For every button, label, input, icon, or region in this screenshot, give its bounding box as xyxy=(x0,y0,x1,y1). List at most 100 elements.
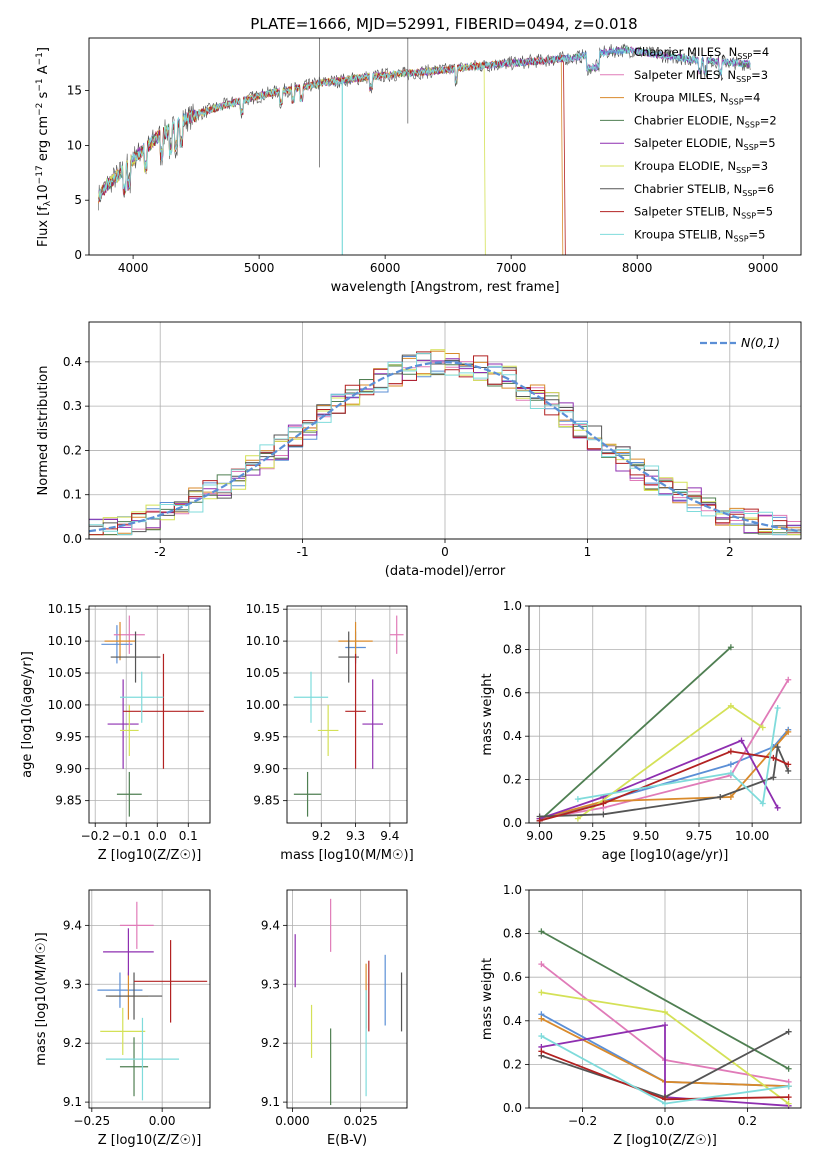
legend-count: =5 xyxy=(759,136,776,150)
y-tick-label: 5 xyxy=(74,193,82,207)
axes-frame xyxy=(88,321,802,540)
x-tick-label: 9.4 xyxy=(380,829,399,843)
legend-count: =4 xyxy=(752,45,769,59)
legend-name: Kroupa ELODIE, N xyxy=(634,159,736,173)
legend-name: Salpeter STELIB, N xyxy=(634,205,741,219)
weight-marker xyxy=(727,748,734,755)
x-tick-label: 7000 xyxy=(496,261,527,275)
weight-marker xyxy=(785,728,792,735)
y-tick-label: 9.4 xyxy=(63,918,82,932)
x-tick-label: 0.000 xyxy=(275,1114,309,1128)
y-tick-label: 0.3 xyxy=(63,399,82,413)
axes-frame xyxy=(528,605,802,824)
x-tick-label: 8000 xyxy=(622,261,653,275)
x-tick-label: -1 xyxy=(297,545,309,559)
weight-marker xyxy=(727,644,734,651)
y-tick-label: 0.2 xyxy=(503,1057,522,1071)
legend-count: =3 xyxy=(751,68,768,82)
x-tick-label: 0.0 xyxy=(148,829,167,843)
weight-marker xyxy=(662,1009,668,1016)
x-tick-label: 4000 xyxy=(118,261,149,275)
weight-marker xyxy=(727,793,734,800)
weight-series-line xyxy=(539,679,789,820)
legend-entry: N(0,1) xyxy=(741,335,780,350)
weight-marker xyxy=(662,1022,668,1029)
y-axis-label: age [log10(age/yr)] xyxy=(20,651,35,778)
x-tick-label: 0.025 xyxy=(343,1114,377,1128)
axes-frame xyxy=(88,605,211,824)
y-tick-label: 10.10 xyxy=(48,634,82,648)
y-axis-label-part: ] xyxy=(36,47,51,52)
mass-vs-metallicity-panel: −0.25 0.00 9.1 9.2 9.3 9.4 Z [log10(Z/Z☉)] mass… xyxy=(34,889,211,1148)
y-tick-label: 9.95 xyxy=(55,730,82,744)
weight-marker xyxy=(774,804,781,811)
weight-marker xyxy=(662,1100,668,1107)
legend-entry: Salpeter ELODIE, NSSP=5 xyxy=(634,136,776,152)
x-tick-label: −0.25 xyxy=(73,1114,110,1128)
y-axis-label: Flux [fλ10−17 erg cm−2 s−1 A−1] xyxy=(35,47,53,247)
weight-marker xyxy=(770,754,777,761)
spectrum-line xyxy=(98,55,566,255)
weight-marker xyxy=(785,1065,792,1072)
legend-count: =2 xyxy=(760,113,777,127)
spectrum-line xyxy=(98,45,751,201)
y-tick-label: 0.2 xyxy=(63,443,82,457)
y-tick-label: 9.2 xyxy=(63,1036,82,1050)
y-tick-label: 1.0 xyxy=(503,883,522,897)
weight-marker xyxy=(574,815,581,822)
y-tick-label: 0.1 xyxy=(63,488,82,502)
y-tick-label: 9.90 xyxy=(253,762,280,776)
weight-marker xyxy=(774,744,781,751)
weight-series-line xyxy=(539,731,789,820)
y-axis-label-part: −1 xyxy=(35,78,45,91)
legend-sub: SSP xyxy=(736,166,751,175)
y-tick-label: 0.4 xyxy=(503,729,522,743)
x-tick-label: 0.00 xyxy=(149,1114,176,1128)
weight-marker xyxy=(785,767,792,774)
weight-marker xyxy=(727,770,734,777)
x-tick-label: −0.2 xyxy=(81,829,110,843)
legend-count: =5 xyxy=(749,227,766,241)
y-tick-label: 0.4 xyxy=(63,355,82,369)
weight-marker xyxy=(538,961,545,968)
weight-vs-age-panel: 9.00 9.25 9.50 9.75 10.00 0.0 0.2 0.4 0.6 0.8 1.0 a… xyxy=(480,599,802,863)
x-axis-label: Z [log10(Z/Z☉)] xyxy=(98,848,202,863)
y-tick-label: 0.4 xyxy=(503,1014,522,1028)
age-vs-metallicity-panel: −0.2 −0.1 0.0 0.1 9.85 9.90 9.95 10.00 10.05 10.1… xyxy=(20,602,211,863)
x-axis-label: mass [log10(M/M☉)] xyxy=(280,848,413,863)
y-axis-label-part: Flux [f xyxy=(36,206,51,247)
legend-name: Salpeter MILES, N xyxy=(634,68,736,82)
weight-marker xyxy=(600,811,607,818)
y-axis-label-part: s xyxy=(36,91,51,102)
legend-count: =3 xyxy=(751,159,768,173)
histogram-line xyxy=(89,352,801,539)
x-tick-label: 9000 xyxy=(748,261,779,275)
legend-name: Chabrier MILES, N xyxy=(634,45,737,59)
legend-name: Salpeter ELODIE, N xyxy=(634,136,744,150)
y-tick-label: 0.2 xyxy=(503,773,522,787)
x-tick-label: 6000 xyxy=(370,261,401,275)
mass-vs-reddening-panel: 0.000 0.025 9.1 9.2 9.3 9.4 E(B-V) xyxy=(261,889,408,1148)
weight-marker xyxy=(785,1100,792,1107)
y-axis-label-part: −17 xyxy=(35,165,45,184)
weight-marker xyxy=(759,800,766,807)
weight-marker xyxy=(727,761,734,768)
y-tick-label: 0.6 xyxy=(503,686,522,700)
y-axis-label: mass weight xyxy=(480,673,495,755)
y-tick-label: 0.6 xyxy=(503,970,522,984)
y-tick-label: 9.3 xyxy=(261,977,280,991)
y-tick-label: 9.4 xyxy=(261,918,280,932)
x-tick-label: 9.3 xyxy=(346,829,365,843)
weight-marker xyxy=(727,702,734,709)
y-tick-label: 0.8 xyxy=(503,927,522,941)
x-axis-label: Z [log10(Z/Z☉)] xyxy=(613,1133,717,1148)
weight-marker xyxy=(785,761,792,768)
weight-series-line xyxy=(541,1024,789,1107)
x-tick-label: 0.2 xyxy=(738,1114,757,1128)
y-tick-label: 9.1 xyxy=(261,1095,280,1109)
y-tick-label: 0.0 xyxy=(63,532,82,546)
legend-name: Chabrier STELIB, N xyxy=(634,182,742,196)
y-axis-label-part: 10 xyxy=(36,184,51,201)
legend-sub: SSP xyxy=(737,52,752,61)
y-tick-label: 10 xyxy=(67,138,82,152)
